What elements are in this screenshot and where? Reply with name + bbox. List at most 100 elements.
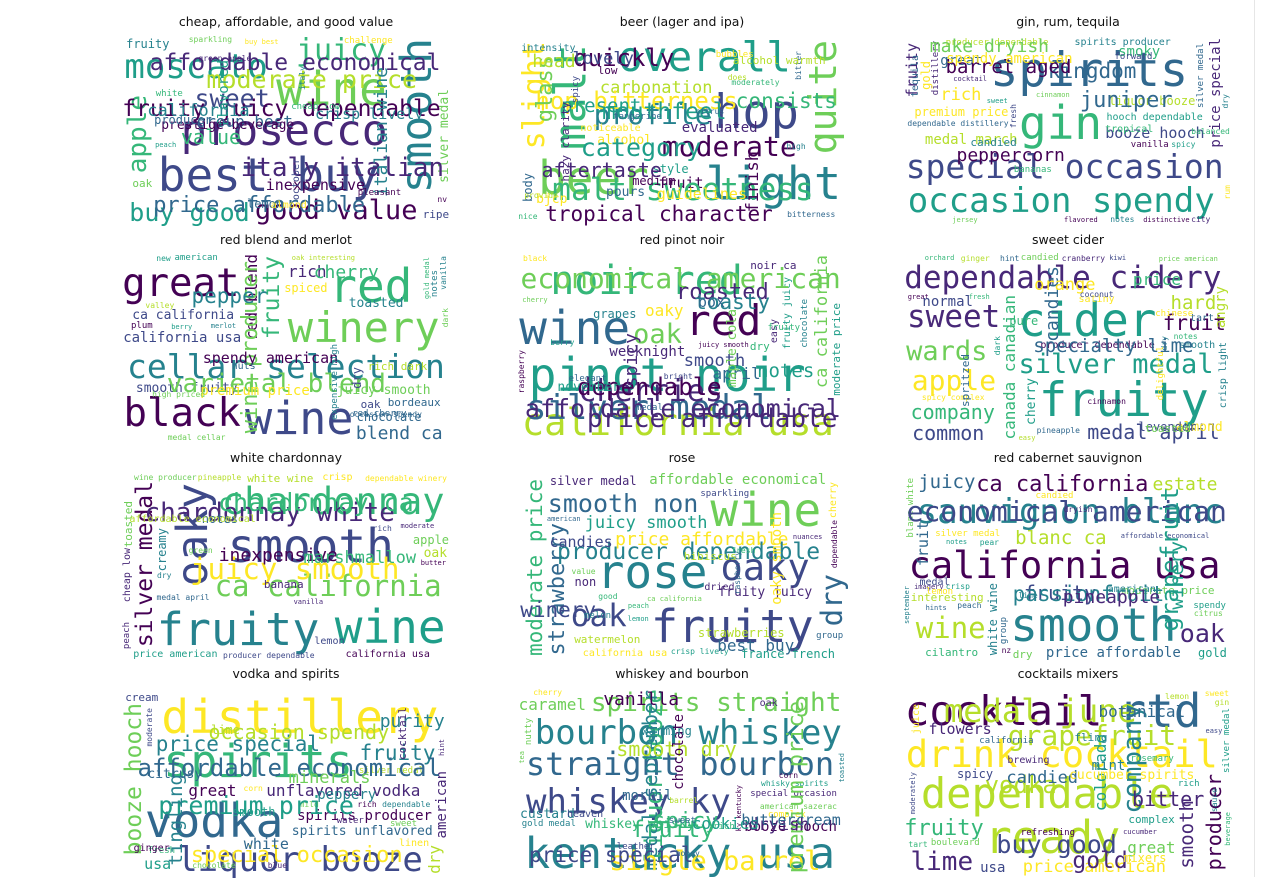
wordcloud-word: bordeaux bbox=[387, 395, 441, 409]
wordcloud-word: single barrel bbox=[609, 845, 821, 877]
wordcloud-panel: beer (lager and ipa) beer hop light malt trop… bbox=[516, 14, 848, 226]
wordcloud-word: rich bbox=[713, 822, 735, 832]
wordcloud-word: melon bbox=[584, 611, 612, 622]
wordcloud-word: silver medal bbox=[1018, 349, 1214, 381]
wordcloud-word: best buy bbox=[157, 147, 380, 202]
wordcloud-word: evaluated bbox=[681, 119, 758, 136]
wordcloud-word: maple cola bbox=[725, 309, 741, 388]
wordcloud-canvas: pinot noir wine california usa ca californi… bbox=[516, 252, 848, 444]
wordcloud-word: juicy smooth bbox=[336, 382, 431, 398]
wordcloud-word: good value bbox=[254, 195, 418, 226]
wordcloud-word: fruity bbox=[126, 36, 170, 51]
wordcloud-word: nice bbox=[518, 212, 538, 222]
wordcloud-word: white bbox=[243, 834, 289, 853]
wordcloud-word: juicy smooth bbox=[698, 341, 749, 349]
wordcloud-word: wine bbox=[519, 301, 631, 355]
wordcloud-word: fruity bbox=[651, 600, 814, 653]
wordcloud-word: butter bbox=[420, 559, 446, 568]
wordcloud-word: oak bbox=[633, 318, 682, 350]
wordcloud-word: almond bbox=[1175, 419, 1223, 435]
wordcloud-word: purity bbox=[379, 711, 445, 733]
wordcloud-word: red bbox=[685, 296, 762, 346]
wordcloud-word: rtd bbox=[1118, 686, 1202, 739]
wordcloud-word: provide bbox=[524, 190, 558, 200]
wordcloud-word: gin bbox=[1214, 697, 1230, 707]
wordcloud-word: almond bbox=[270, 199, 307, 211]
wordcloud-word: alcohol warmth bbox=[732, 54, 826, 67]
wordcloud-word: fruit bbox=[913, 520, 932, 566]
wordcloud-word: mixers bbox=[1123, 850, 1167, 865]
wordcloud-word: noir ca bbox=[750, 259, 797, 273]
wordcloud-word: cherry bbox=[522, 296, 548, 305]
wordcloud-word: american bbox=[546, 514, 581, 523]
wordcloud-word: citrusy bbox=[147, 767, 203, 783]
wordcloud-word: cookies bbox=[691, 814, 760, 833]
wordcloud-word: low bbox=[597, 63, 618, 77]
wordcloud-word: california usa bbox=[123, 330, 242, 347]
wordcloud-word: california usa bbox=[908, 544, 1221, 587]
wordcloud-word: kingdom bbox=[1047, 59, 1137, 84]
wordcloud-word: oak interesting bbox=[291, 254, 356, 263]
wordcloud-word: smooth non bbox=[547, 488, 699, 518]
wordcloud-word: intensity bbox=[521, 43, 576, 54]
wordcloud-word: gold bbox=[918, 60, 933, 90]
wordcloud-word: american bbox=[1107, 583, 1156, 595]
wordcloud-word: spendy american bbox=[202, 348, 339, 367]
wordcloud-word: california bbox=[979, 736, 1034, 747]
wordcloud-word: affordable economical bbox=[149, 50, 441, 77]
wordcloud-word: dark bbox=[441, 307, 451, 328]
wordcloud-word: interesting bbox=[910, 590, 984, 604]
wordcloud-word: medal cellar bbox=[167, 433, 226, 442]
wordcloud-word: value bbox=[571, 567, 596, 577]
wordcloud-panel: red cabernet sauvignon sauvignon blanc smo… bbox=[902, 450, 1234, 662]
wordcloud-word: notes bbox=[757, 360, 815, 383]
wordcloud-word: citrus bbox=[1193, 609, 1223, 619]
wordcloud-word: medal april bbox=[1087, 420, 1220, 444]
wordcloud-word: silver medal bbox=[1195, 42, 1206, 108]
wordcloud-word: spicy bbox=[570, 76, 581, 104]
wordcloud-word: dependable distillery bbox=[907, 118, 1009, 128]
wordcloud-word: crisp bbox=[322, 472, 353, 484]
wordcloud-word: october bbox=[290, 157, 302, 200]
wordcloud-panel: rose rose wine fruity moderate price price af… bbox=[516, 450, 848, 662]
wordcloud-word: fruity bbox=[1023, 581, 1097, 606]
wordcloud-word: nv bbox=[437, 195, 448, 205]
wordcloud-word: sweet bbox=[1204, 689, 1229, 699]
wordcloud-canvas: vodka distillery spirits booze hooch liquor … bbox=[120, 686, 452, 878]
wordcloud-word: lime bbox=[1018, 590, 1038, 600]
wordcloud-word: fling bbox=[1074, 730, 1108, 744]
wordcloud-word: oaky bbox=[645, 300, 684, 320]
wordcloud-word: winery bbox=[1166, 541, 1189, 610]
wordcloud-word: cheap low bbox=[291, 102, 340, 113]
wordcloud-word: chocolate bbox=[356, 409, 422, 424]
wordcloud-word: cocktail bbox=[953, 74, 988, 83]
wordcloud-word: dependable bbox=[577, 372, 722, 401]
wordcloud-word: rich dark bbox=[367, 359, 428, 373]
wordcloud-word: wine bbox=[276, 61, 387, 116]
wordcloud-panel: sweet cider cider fruity dependable cidery c… bbox=[902, 232, 1234, 444]
wordcloud-word: oak bbox=[1179, 618, 1225, 648]
wordcloud-canvas: gin spirits special occasion price special o… bbox=[902, 34, 1234, 226]
wordcloud-word: prestige beverage bbox=[161, 117, 295, 133]
wordcloud-word: aftertaste bbox=[541, 157, 662, 182]
wordcloud-word: spicy bbox=[957, 767, 994, 782]
wordcloud-word: angry bbox=[1212, 286, 1229, 329]
wordcloud-word: rich bbox=[1177, 779, 1200, 790]
wordcloud-canvas: red cellar selection wine red blend winery bl… bbox=[120, 252, 452, 444]
wordcloud-word: oaky smooth bbox=[769, 511, 786, 605]
wordcloud-word: cider bbox=[1018, 292, 1157, 347]
wordcloud-word: cherry bbox=[1023, 377, 1039, 425]
wordcloud-word: new bbox=[156, 253, 171, 263]
wordcloud-word: oak bbox=[132, 177, 153, 191]
wordcloud-word: candied bbox=[1035, 491, 1074, 502]
wordcloud-word: premium price bbox=[914, 105, 1009, 120]
wordcloud-word: consists bbox=[735, 89, 837, 113]
wordcloud-word: price bbox=[1132, 269, 1182, 289]
page-edge-divider bbox=[1254, 0, 1255, 877]
wordcloud-word: dependable bbox=[830, 520, 840, 569]
wordcloud-word: tropical character bbox=[545, 201, 773, 226]
wordcloud-word: silver medal bbox=[358, 766, 424, 777]
wordcloud-word: smooth bbox=[1010, 598, 1177, 653]
wordcloud-word: dry bbox=[814, 574, 848, 627]
wordcloud-word: sparkling bbox=[700, 488, 750, 499]
